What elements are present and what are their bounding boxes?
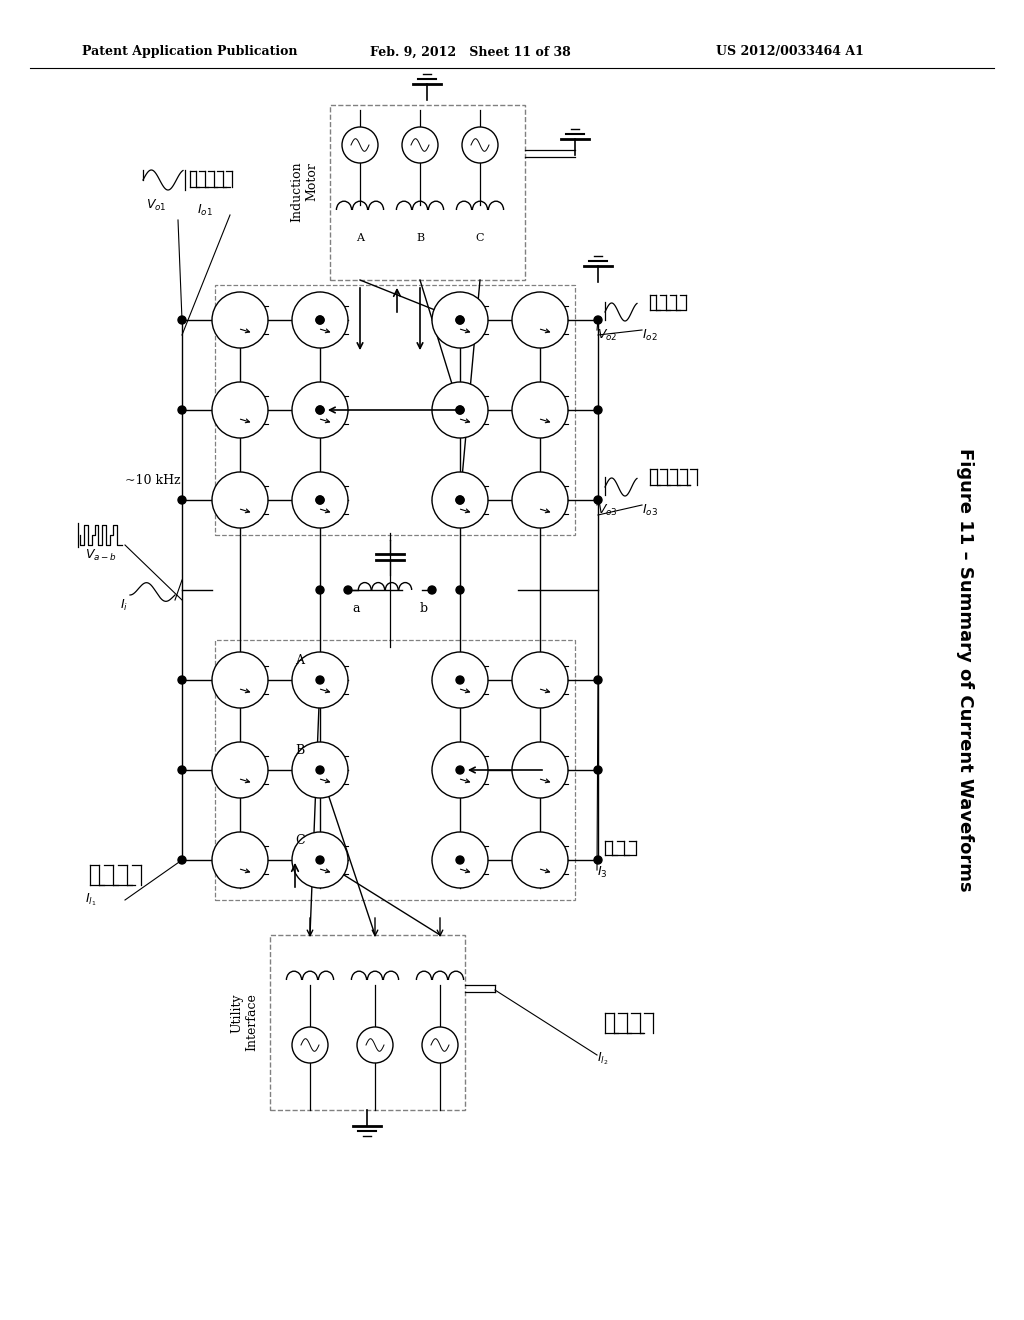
Circle shape [512, 832, 568, 888]
Text: Induction
Motor: Induction Motor [290, 161, 318, 222]
Text: $I_{o3}$: $I_{o3}$ [642, 503, 657, 517]
Circle shape [316, 496, 324, 504]
Circle shape [422, 1027, 458, 1063]
Circle shape [456, 676, 464, 684]
Circle shape [456, 586, 464, 594]
Circle shape [292, 832, 348, 888]
Text: A: A [296, 653, 304, 667]
Text: $I_{l_2}$: $I_{l_2}$ [597, 1051, 608, 1068]
Text: Patent Application Publication: Patent Application Publication [82, 45, 298, 58]
Circle shape [316, 676, 324, 684]
Circle shape [212, 473, 268, 528]
Circle shape [432, 473, 488, 528]
Circle shape [292, 742, 348, 799]
Circle shape [456, 496, 464, 504]
Circle shape [212, 652, 268, 708]
Circle shape [344, 586, 352, 594]
Text: Feb. 9, 2012   Sheet 11 of 38: Feb. 9, 2012 Sheet 11 of 38 [370, 45, 570, 58]
Text: $I_{o1}$: $I_{o1}$ [197, 202, 213, 218]
Circle shape [512, 381, 568, 438]
Circle shape [316, 407, 324, 414]
Text: $V_{o3}$: $V_{o3}$ [597, 503, 617, 517]
Circle shape [432, 832, 488, 888]
Circle shape [178, 855, 186, 865]
Circle shape [292, 652, 348, 708]
Circle shape [594, 855, 602, 865]
Text: $I_{l_1}$: $I_{l_1}$ [85, 892, 96, 908]
Circle shape [594, 766, 602, 774]
Circle shape [432, 652, 488, 708]
Circle shape [432, 292, 488, 348]
Circle shape [594, 496, 602, 504]
Circle shape [178, 315, 186, 323]
Circle shape [316, 407, 324, 414]
Text: C: C [476, 234, 484, 243]
Circle shape [594, 315, 602, 323]
Circle shape [178, 407, 186, 414]
Circle shape [456, 855, 464, 865]
Circle shape [456, 407, 464, 414]
Circle shape [316, 766, 324, 774]
Text: $I_{o2}$: $I_{o2}$ [642, 327, 657, 343]
Text: Figure 11 – Summary of Current Waveforms: Figure 11 – Summary of Current Waveforms [956, 449, 974, 892]
Text: C: C [295, 833, 305, 846]
Circle shape [316, 315, 324, 323]
Circle shape [212, 742, 268, 799]
Circle shape [432, 742, 488, 799]
Circle shape [178, 766, 186, 774]
Circle shape [512, 742, 568, 799]
Circle shape [316, 855, 324, 865]
Circle shape [316, 496, 324, 504]
Text: $I_3$: $I_3$ [597, 865, 607, 879]
Text: a: a [352, 602, 359, 615]
Circle shape [462, 127, 498, 162]
Circle shape [292, 381, 348, 438]
Text: US 2012/0033464 A1: US 2012/0033464 A1 [716, 45, 864, 58]
Circle shape [428, 586, 436, 594]
Circle shape [402, 127, 438, 162]
Circle shape [292, 473, 348, 528]
Circle shape [178, 676, 186, 684]
Circle shape [316, 315, 324, 323]
Circle shape [292, 1027, 328, 1063]
Circle shape [456, 766, 464, 774]
Circle shape [512, 292, 568, 348]
Text: B: B [295, 743, 304, 756]
Text: ~10 kHz: ~10 kHz [125, 474, 180, 487]
Circle shape [212, 292, 268, 348]
Circle shape [456, 315, 464, 323]
Circle shape [342, 127, 378, 162]
Circle shape [292, 292, 348, 348]
Text: $I_i$: $I_i$ [120, 598, 128, 612]
Circle shape [212, 381, 268, 438]
Circle shape [456, 496, 464, 504]
Circle shape [594, 676, 602, 684]
Circle shape [456, 407, 464, 414]
Circle shape [512, 652, 568, 708]
Circle shape [594, 407, 602, 414]
Circle shape [432, 381, 488, 438]
Bar [330, 106, 525, 280]
Circle shape [357, 1027, 393, 1063]
Circle shape [178, 496, 186, 504]
Bar [270, 935, 465, 1110]
Circle shape [316, 586, 324, 594]
Circle shape [512, 473, 568, 528]
Text: Utility
Interface: Utility Interface [230, 993, 258, 1051]
Text: B: B [416, 234, 424, 243]
Text: A: A [356, 234, 364, 243]
Text: $V_{a-b}$: $V_{a-b}$ [85, 548, 117, 562]
Text: b: b [420, 602, 428, 615]
Bar [215, 640, 575, 900]
Text: $V_{o1}$: $V_{o1}$ [145, 198, 166, 213]
Text: $V_{o2}$: $V_{o2}$ [597, 327, 617, 343]
Circle shape [212, 832, 268, 888]
Circle shape [456, 315, 464, 323]
Bar [215, 285, 575, 535]
